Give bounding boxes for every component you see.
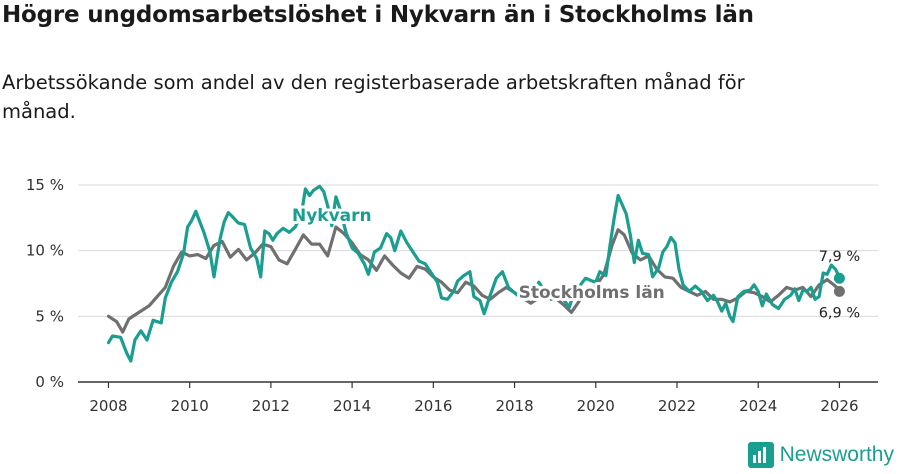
x-tick-label: 2020	[577, 397, 615, 415]
end-point-stockholms-lan	[833, 285, 845, 297]
series-label-nykvarn-text: Nykvarn	[292, 206, 372, 226]
series-line-stockholms-lan	[106, 225, 841, 334]
y-tick-label: 0 %	[35, 373, 64, 391]
series-lines	[106, 184, 845, 363]
end-point-nykvarn	[833, 272, 845, 284]
series-label-nykvarn-halo: Nykvarn	[292, 206, 372, 226]
end-value-stockholm: 6,9 %	[819, 305, 860, 321]
brand-name: Newsworthy	[779, 443, 894, 466]
y-tick-label: 15 %	[26, 176, 64, 194]
series-label-stockholms-lan-halo: Stockholms län	[519, 283, 665, 303]
x-tick-label: 2018	[495, 397, 533, 415]
x-tick-label: 2022	[658, 397, 696, 415]
newsworthy-icon	[747, 442, 774, 468]
x-tick-label: 2012	[252, 397, 290, 415]
chart-title: Högre ungdomsarbetslöshet i Nykvarn än i…	[2, 2, 754, 28]
x-tick-label: 2016	[414, 397, 452, 415]
series-line-nykvarn	[106, 184, 841, 363]
y-tick-label: 5 %	[35, 307, 64, 325]
x-tick-label: 2026	[820, 397, 858, 415]
chart-subtitle: Arbetssökande som andel av den registerb…	[2, 71, 745, 123]
series-label-stockholms-lan-text: Stockholms län	[519, 283, 665, 303]
newsworthy-logo[interactable]: Newsworthy	[747, 442, 894, 468]
x-tick-label: 2008	[89, 397, 127, 415]
x-axis: 2008 2010 2012 2014 2016 2018 2020 2022 2024 2026	[89, 382, 859, 415]
x-tick-label: 2010	[171, 397, 209, 415]
x-tick-label: 2024	[739, 397, 777, 415]
y-axis: 0 % 5 % 10 % 15 %	[26, 176, 64, 391]
x-tick-label: 2014	[333, 397, 371, 415]
end-value-nykvarn: 7,9 %	[819, 249, 860, 265]
y-tick-label: 10 %	[26, 242, 64, 260]
